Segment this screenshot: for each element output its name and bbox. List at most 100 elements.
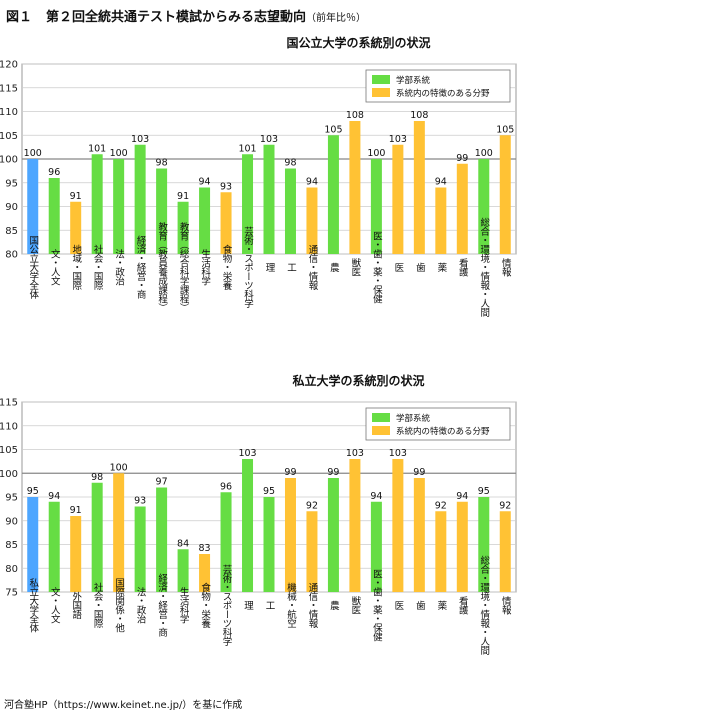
bar (327, 478, 339, 592)
bar (242, 154, 254, 254)
bar (284, 478, 296, 592)
bar-value-label: 108 (410, 110, 428, 121)
y-tick-label: 120 (0, 60, 18, 71)
bar-value-label: 100 (24, 148, 42, 159)
bar-value-label: 98 (284, 158, 296, 169)
y-tick-label: 105 (0, 445, 18, 456)
chart-private: 私立大学の系統別の状況 75 80 85 90 95 100 105 110 115 95 私立大学… (0, 372, 717, 688)
bar-value-label: 103 (131, 134, 149, 145)
bar (413, 121, 425, 254)
x-tick-label: 情報 (500, 257, 512, 277)
bar (392, 459, 404, 592)
y-tick-label: 100 (0, 469, 18, 480)
bar-value-label: 94 (435, 177, 447, 188)
bar-value-label: 99 (413, 467, 425, 478)
bar (199, 554, 211, 592)
x-tick-label: 国際関係・他 (113, 578, 125, 633)
x-tick-label: 文・人文 (49, 586, 61, 624)
x-tick-label: 獣医 (349, 257, 361, 276)
x-tick-label: 医 (392, 601, 404, 610)
source-note: 河合塾HP（https://www.keinet.ne.jp/）を基に作成 (4, 700, 243, 711)
y-tick-label: 115 (0, 398, 18, 409)
bar (306, 187, 318, 254)
bar-value-label: 83 (199, 543, 211, 554)
bar (177, 549, 189, 592)
x-tick-label: 食物・栄養 (199, 582, 211, 629)
x-tick-label: 国公立大学全体 (27, 236, 39, 300)
legend-swatch (372, 75, 390, 84)
bar-value-label: 98 (156, 158, 168, 169)
bar-value-label: 91 (70, 191, 82, 202)
chart-plot-private: 75 80 85 90 95 100 105 110 115 95 私立大学全体 94 文・人文 91 外国… (0, 398, 517, 656)
bar-value-label: 93 (134, 496, 146, 507)
bar-value-label: 100 (367, 148, 385, 159)
x-tick-label: 獣医 (349, 595, 361, 614)
bar (435, 511, 447, 592)
bar (113, 159, 125, 254)
bar (413, 478, 425, 592)
bar-value-label: 105 (324, 124, 342, 135)
x-tick-label: 理 (264, 263, 276, 272)
bar-value-label: 92 (435, 500, 447, 511)
bar (113, 473, 125, 592)
y-tick-label: 90 (5, 202, 18, 213)
bar (392, 144, 404, 254)
bar-value-label: 91 (177, 191, 189, 202)
x-tick-label: 芸術・スポーツ科学 (221, 564, 233, 646)
bar (156, 487, 168, 592)
bar (284, 168, 296, 254)
bar (370, 501, 382, 592)
x-tick-label: 医・歯・薬・保健 (371, 231, 383, 304)
bar-value-label: 103 (238, 448, 256, 459)
bar (156, 168, 168, 254)
bar (306, 511, 318, 592)
x-tick-label: 総合・環境・情報・人間 (478, 555, 490, 656)
bar-value-label: 95 (27, 486, 39, 497)
x-tick-label: 通信・情報 (306, 245, 318, 291)
bar-value-label: 97 (156, 477, 168, 488)
bar-value-label: 100 (475, 148, 493, 159)
legend-swatch (372, 88, 390, 97)
bar-value-label: 101 (238, 143, 256, 154)
x-tick-label: 情報 (500, 595, 512, 615)
x-tick-label: 社会・国際 (92, 582, 104, 629)
bar-value-label: 95 (263, 486, 275, 497)
y-tick-label: 105 (0, 131, 18, 142)
x-tick-label: 教育（総合科学課程） (178, 221, 190, 312)
x-tick-label: 経済・経営・商 (135, 235, 147, 300)
bar (349, 121, 361, 254)
x-tick-label: 経済・経営・商 (156, 573, 168, 638)
x-tick-label: 社会・国際 (92, 244, 104, 291)
x-tick-label: 医・歯・薬・保健 (371, 569, 383, 642)
x-tick-label: 工 (264, 601, 276, 610)
bar-value-label: 100 (110, 148, 128, 159)
bar (478, 159, 490, 254)
bar-value-label: 103 (389, 134, 407, 145)
x-tick-label: 芸術・スポーツ科学 (242, 226, 254, 308)
y-tick-label: 85 (5, 540, 18, 551)
bar-value-label: 108 (346, 110, 364, 121)
y-tick-label: 100 (0, 155, 18, 166)
bar (27, 159, 39, 254)
bar-value-label: 100 (110, 462, 128, 473)
y-tick-label: 95 (5, 493, 18, 504)
legend-swatch (372, 426, 390, 435)
y-tick-label: 75 (5, 588, 18, 599)
bar-value-label: 92 (499, 500, 511, 511)
x-tick-label: 薬 (435, 600, 447, 611)
chart-plot-national-public: 80 85 90 95 100 105 110 115 120 100 国公立大学全体 96 文・人文 9… (0, 60, 517, 318)
figure-title: 図１ 第２回全統共通テスト模試からみる志望動向（前年比％） (6, 6, 366, 25)
bar-value-label: 95 (478, 486, 490, 497)
bar (91, 154, 103, 254)
bar (499, 135, 511, 254)
x-tick-label: 歯 (414, 262, 426, 273)
x-tick-label: 薬 (435, 262, 447, 273)
chart-title: 私立大学の系統別の状況 (292, 374, 425, 388)
bar-value-label: 92 (306, 500, 318, 511)
bar (435, 187, 447, 254)
bar (242, 459, 254, 592)
bar (220, 492, 232, 592)
x-tick-label: 機械・航空 (285, 582, 297, 628)
x-tick-label: 看護 (457, 595, 469, 615)
bar (220, 192, 232, 254)
